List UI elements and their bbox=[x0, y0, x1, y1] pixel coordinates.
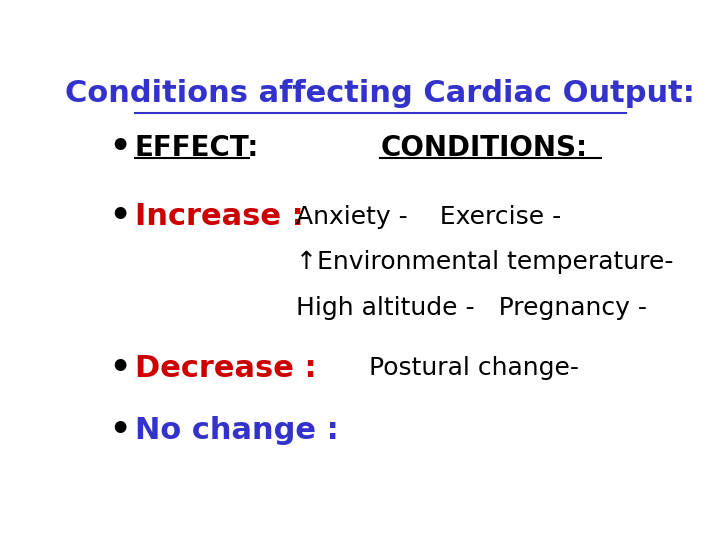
Text: EFFECT:: EFFECT: bbox=[135, 134, 259, 162]
Text: No change :: No change : bbox=[135, 416, 338, 445]
Text: Anxiety -    Exercise -: Anxiety - Exercise - bbox=[297, 205, 562, 228]
Text: Decrease :: Decrease : bbox=[135, 354, 316, 383]
Text: •: • bbox=[109, 352, 131, 385]
Text: •: • bbox=[109, 414, 131, 447]
Text: Increase :: Increase : bbox=[135, 202, 303, 231]
Text: High altitude -   Pregnancy -: High altitude - Pregnancy - bbox=[297, 296, 647, 320]
Text: Postural change-: Postural change- bbox=[369, 356, 579, 380]
Text: •: • bbox=[109, 200, 131, 233]
Text: •: • bbox=[109, 131, 131, 165]
Text: CONDITIONS:: CONDITIONS: bbox=[380, 134, 588, 162]
Text: Conditions affecting Cardiac Output:: Conditions affecting Cardiac Output: bbox=[66, 79, 695, 109]
Text: ↑Environmental temperature-: ↑Environmental temperature- bbox=[297, 251, 674, 274]
